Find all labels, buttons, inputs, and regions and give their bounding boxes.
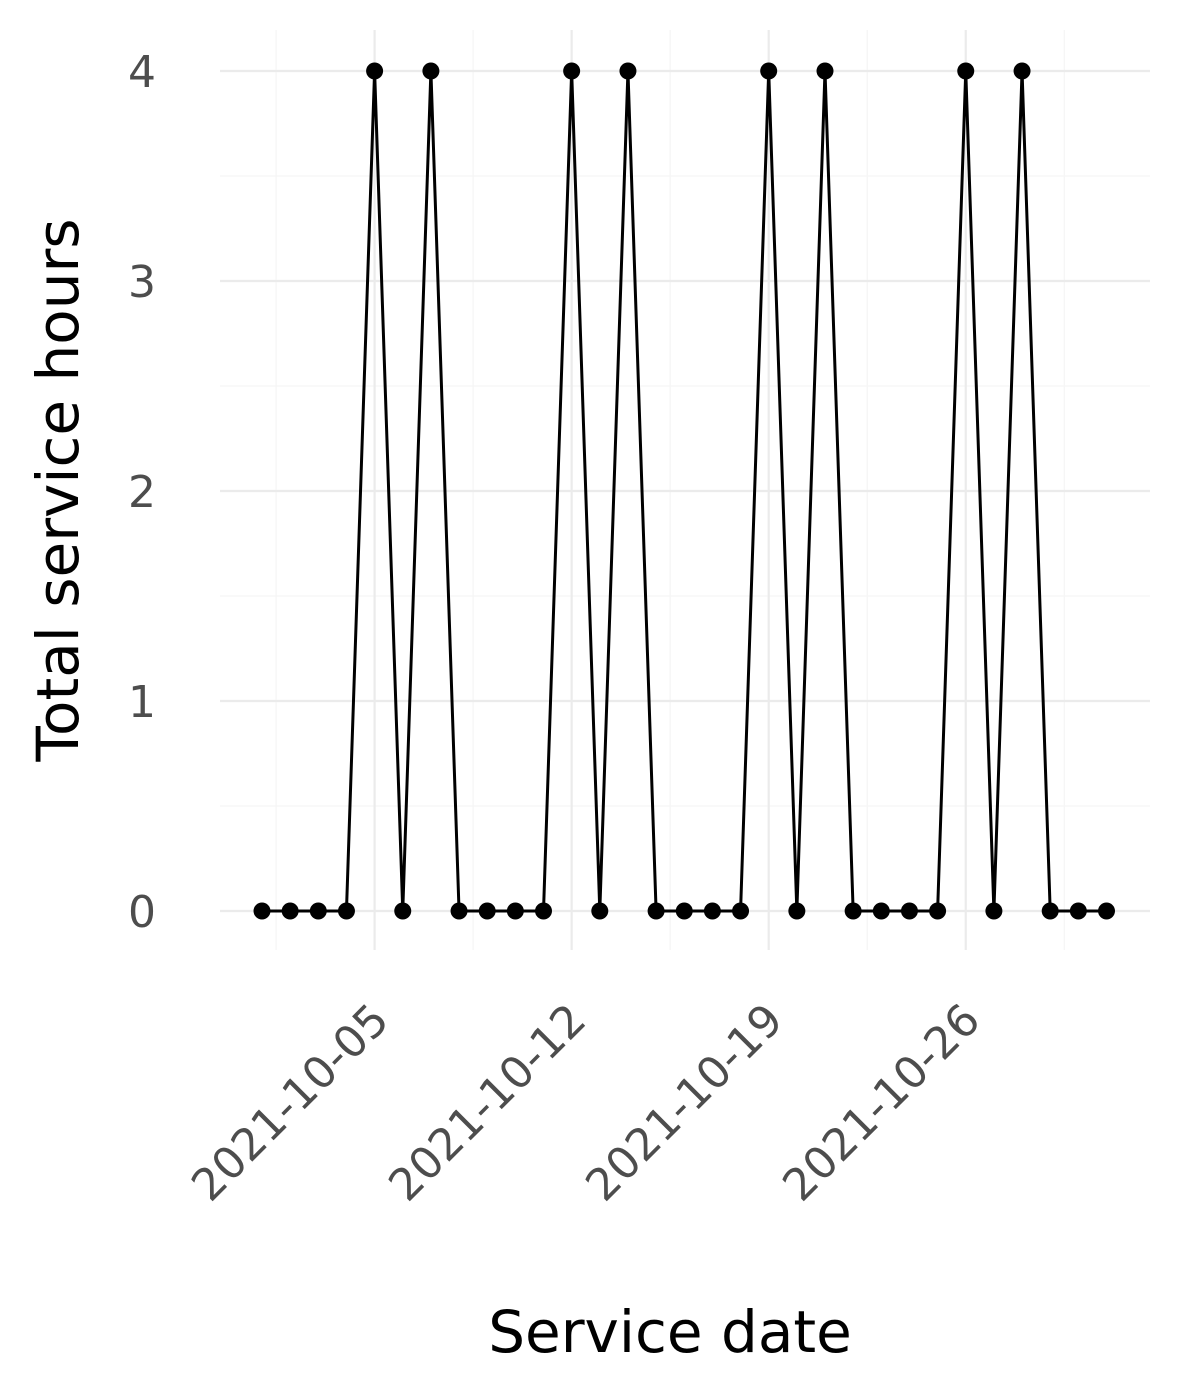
data-point xyxy=(394,902,412,920)
data-point xyxy=(1013,62,1031,80)
y-tick-label: 4 xyxy=(128,47,156,98)
data-point xyxy=(506,902,524,920)
y-tick-label: 3 xyxy=(128,257,156,308)
data-point xyxy=(591,902,609,920)
data-point xyxy=(816,62,834,80)
data-point xyxy=(760,62,778,80)
data-point xyxy=(253,902,271,920)
data-point xyxy=(872,902,890,920)
data-point xyxy=(619,62,637,80)
data-point xyxy=(1041,902,1059,920)
data-point xyxy=(647,902,665,920)
y-tick-label: 0 xyxy=(128,887,156,938)
data-point xyxy=(1098,902,1115,920)
y-tick-label: 2 xyxy=(128,467,156,518)
data-point xyxy=(366,62,384,80)
series-group xyxy=(253,62,1115,920)
data-point xyxy=(281,902,299,920)
data-point xyxy=(337,902,355,920)
data-point xyxy=(422,62,440,80)
data-point xyxy=(732,902,750,920)
y-tick-labels: 0 1 2 3 4 xyxy=(128,47,156,938)
x-tick-label: 2021-10-05 xyxy=(182,994,399,1211)
x-tick-label: 2021-10-26 xyxy=(773,994,990,1211)
y-tick-label: 1 xyxy=(128,677,156,728)
data-point xyxy=(563,62,581,80)
y-axis-title: Total service hours xyxy=(24,218,92,762)
data-point xyxy=(703,902,721,920)
data-point xyxy=(788,902,806,920)
data-point xyxy=(985,902,1003,920)
x-tick-label: 2021-10-12 xyxy=(379,994,596,1211)
data-point xyxy=(900,902,918,920)
data-point xyxy=(535,902,552,920)
data-point xyxy=(450,902,468,920)
data-point xyxy=(478,902,496,920)
data-point xyxy=(929,902,947,920)
data-point xyxy=(1069,902,1087,920)
data-point xyxy=(844,902,862,920)
x-tick-label: 2021-10-19 xyxy=(576,994,793,1211)
data-point xyxy=(675,902,693,920)
data-point xyxy=(309,902,327,920)
data-point xyxy=(957,62,975,80)
x-axis-title: Service date xyxy=(488,1298,852,1366)
